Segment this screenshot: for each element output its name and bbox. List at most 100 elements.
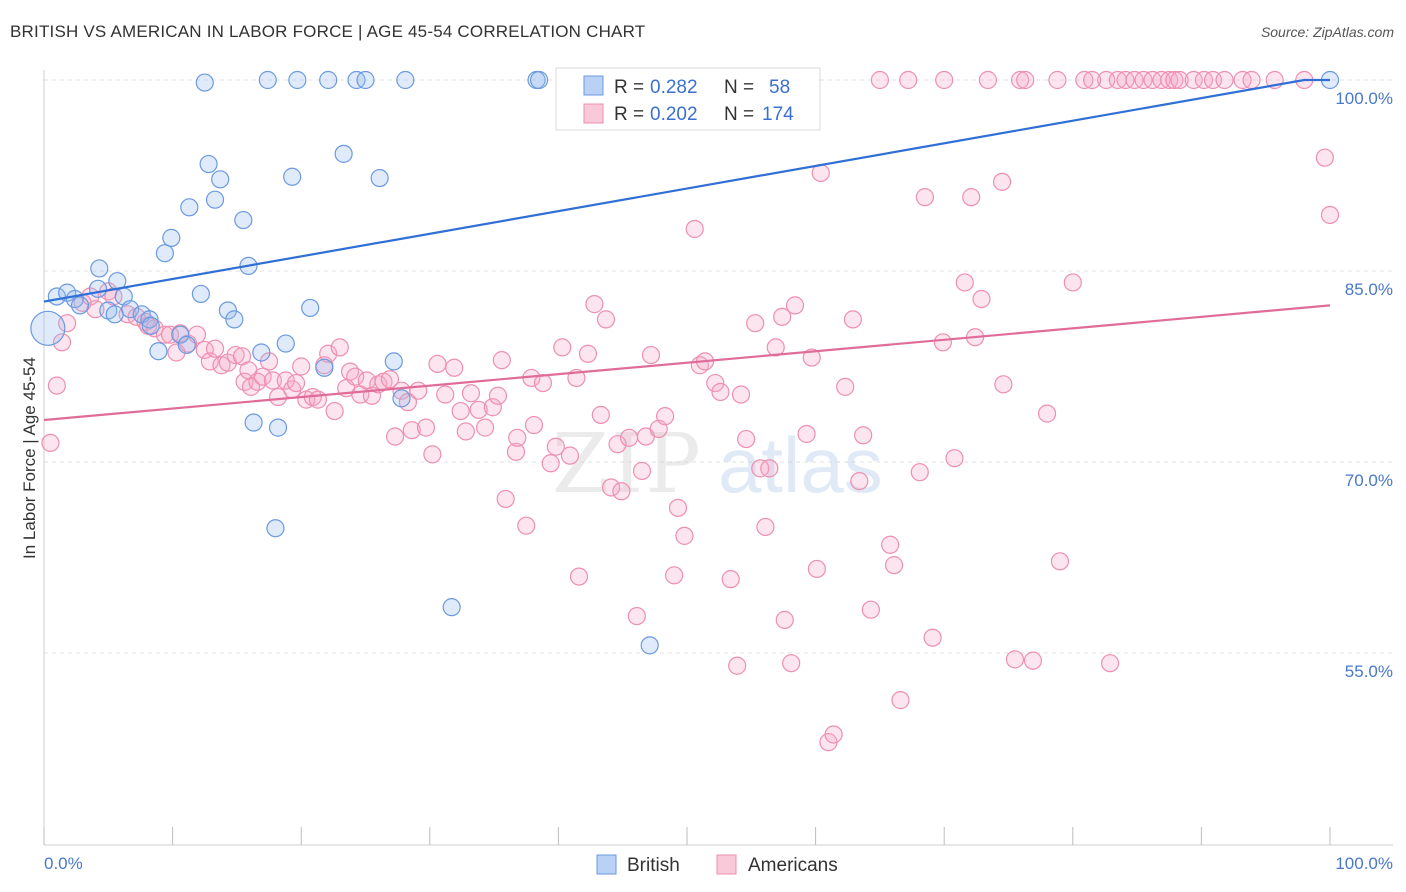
- americans-point: [488, 386, 508, 405]
- americans-point: [1016, 70, 1035, 90]
- british-point: [356, 70, 375, 90]
- chart-title: BRITISH VS AMERICAN IN LABOR FORCE | AGE…: [10, 22, 646, 41]
- americans-point: [155, 325, 174, 344]
- americans-point: [41, 433, 60, 452]
- americans-point: [870, 70, 890, 90]
- americans-point: [608, 435, 627, 454]
- british-point: [640, 636, 659, 655]
- y-tick-label: 100.0%: [1335, 89, 1393, 108]
- americans-point: [469, 400, 488, 419]
- bottom-legend: British Americans: [596, 854, 838, 876]
- americans-point: [1184, 70, 1203, 90]
- americans-point: [807, 559, 826, 579]
- americans-point: [797, 424, 816, 444]
- americans-points: [41, 70, 1340, 752]
- americans-point: [782, 654, 801, 673]
- americans-point: [385, 427, 405, 446]
- legend-british-r-value: 0.282: [650, 77, 698, 98]
- americans-point: [994, 375, 1013, 394]
- british-point: [258, 70, 277, 90]
- americans-point: [508, 428, 527, 447]
- americans-point: [52, 333, 72, 352]
- americans-point: [675, 526, 694, 545]
- x-tick-label-min: 0.0%: [44, 854, 83, 873]
- americans-point: [205, 339, 225, 358]
- americans-point: [1005, 650, 1025, 669]
- british-point: [315, 358, 334, 377]
- americans-point: [524, 415, 544, 435]
- british-point: [171, 325, 190, 344]
- british-point: [268, 418, 288, 437]
- americans-point: [330, 338, 349, 357]
- legend: R = 0.282 N = 58 R = 0.202 N = 174: [555, 67, 821, 131]
- americans-point: [854, 426, 873, 445]
- legend-british-n-value: 58: [769, 77, 790, 98]
- americans-point: [1242, 70, 1261, 90]
- americans-point: [861, 600, 880, 619]
- americans-point: [802, 348, 821, 367]
- americans-point: [451, 401, 470, 421]
- americans-point: [1152, 70, 1171, 90]
- british-point: [180, 198, 199, 217]
- americans-point: [721, 570, 740, 589]
- americans-point: [602, 478, 621, 497]
- americans-point: [248, 372, 267, 391]
- y-axis-label: In Labor Force | Age 45-54: [20, 357, 39, 559]
- british-point: [205, 190, 225, 209]
- legend-british-swatch: [583, 75, 604, 96]
- british-trend-line: [43, 78, 1330, 303]
- americans-point: [668, 498, 688, 517]
- americans-point: [972, 289, 991, 309]
- americans-point: [445, 358, 464, 377]
- americans-point: [1315, 148, 1334, 167]
- americans-point: [416, 418, 436, 437]
- americans-point: [591, 405, 610, 424]
- british-point: [140, 310, 159, 329]
- americans-point: [760, 459, 779, 478]
- americans-point: [1063, 273, 1082, 292]
- british-point: [105, 305, 124, 324]
- americans-point: [263, 371, 283, 390]
- americans-point: [47, 376, 66, 395]
- british-point: [319, 70, 338, 90]
- trend-lines: [43, 78, 1331, 422]
- americans-point: [850, 472, 869, 491]
- americans-point: [962, 188, 981, 207]
- americans-point: [346, 367, 365, 386]
- americans-point: [923, 628, 942, 647]
- americans-point: [1170, 70, 1189, 90]
- americans-point: [685, 219, 704, 239]
- british-point: [191, 284, 210, 304]
- americans-point: [641, 345, 661, 365]
- americans-point: [461, 384, 481, 403]
- americans-point: [308, 390, 328, 409]
- americans-trend-line: [43, 304, 1331, 422]
- americans-point: [1100, 654, 1120, 673]
- americans-point: [325, 401, 344, 421]
- americans-point: [492, 351, 511, 370]
- americans-point: [881, 535, 900, 554]
- americans-point: [824, 725, 843, 744]
- y-tick-label: 55.0%: [1345, 662, 1393, 681]
- british-point: [266, 519, 285, 538]
- americans-point: [1320, 205, 1340, 225]
- americans-point: [428, 354, 447, 374]
- americans-point: [1023, 651, 1043, 670]
- americans-point: [319, 344, 338, 363]
- british-point: [370, 168, 389, 188]
- americans-point: [706, 373, 725, 393]
- americans-point: [756, 517, 775, 537]
- bottom-legend-british-swatch: [596, 854, 617, 875]
- british-point: [276, 334, 295, 353]
- y-tick-label: 70.0%: [1345, 471, 1393, 490]
- legend-americans-n-value: 174: [762, 104, 794, 125]
- bottom-legend-british-label: British: [627, 855, 680, 876]
- americans-point: [496, 489, 515, 509]
- british-point: [90, 259, 109, 278]
- americans-point: [506, 442, 526, 461]
- americans-point: [475, 418, 495, 437]
- x-axis-ticks: [43, 827, 1331, 845]
- british-point: [177, 335, 196, 354]
- british-point: [384, 352, 403, 371]
- americans-point: [1215, 70, 1234, 90]
